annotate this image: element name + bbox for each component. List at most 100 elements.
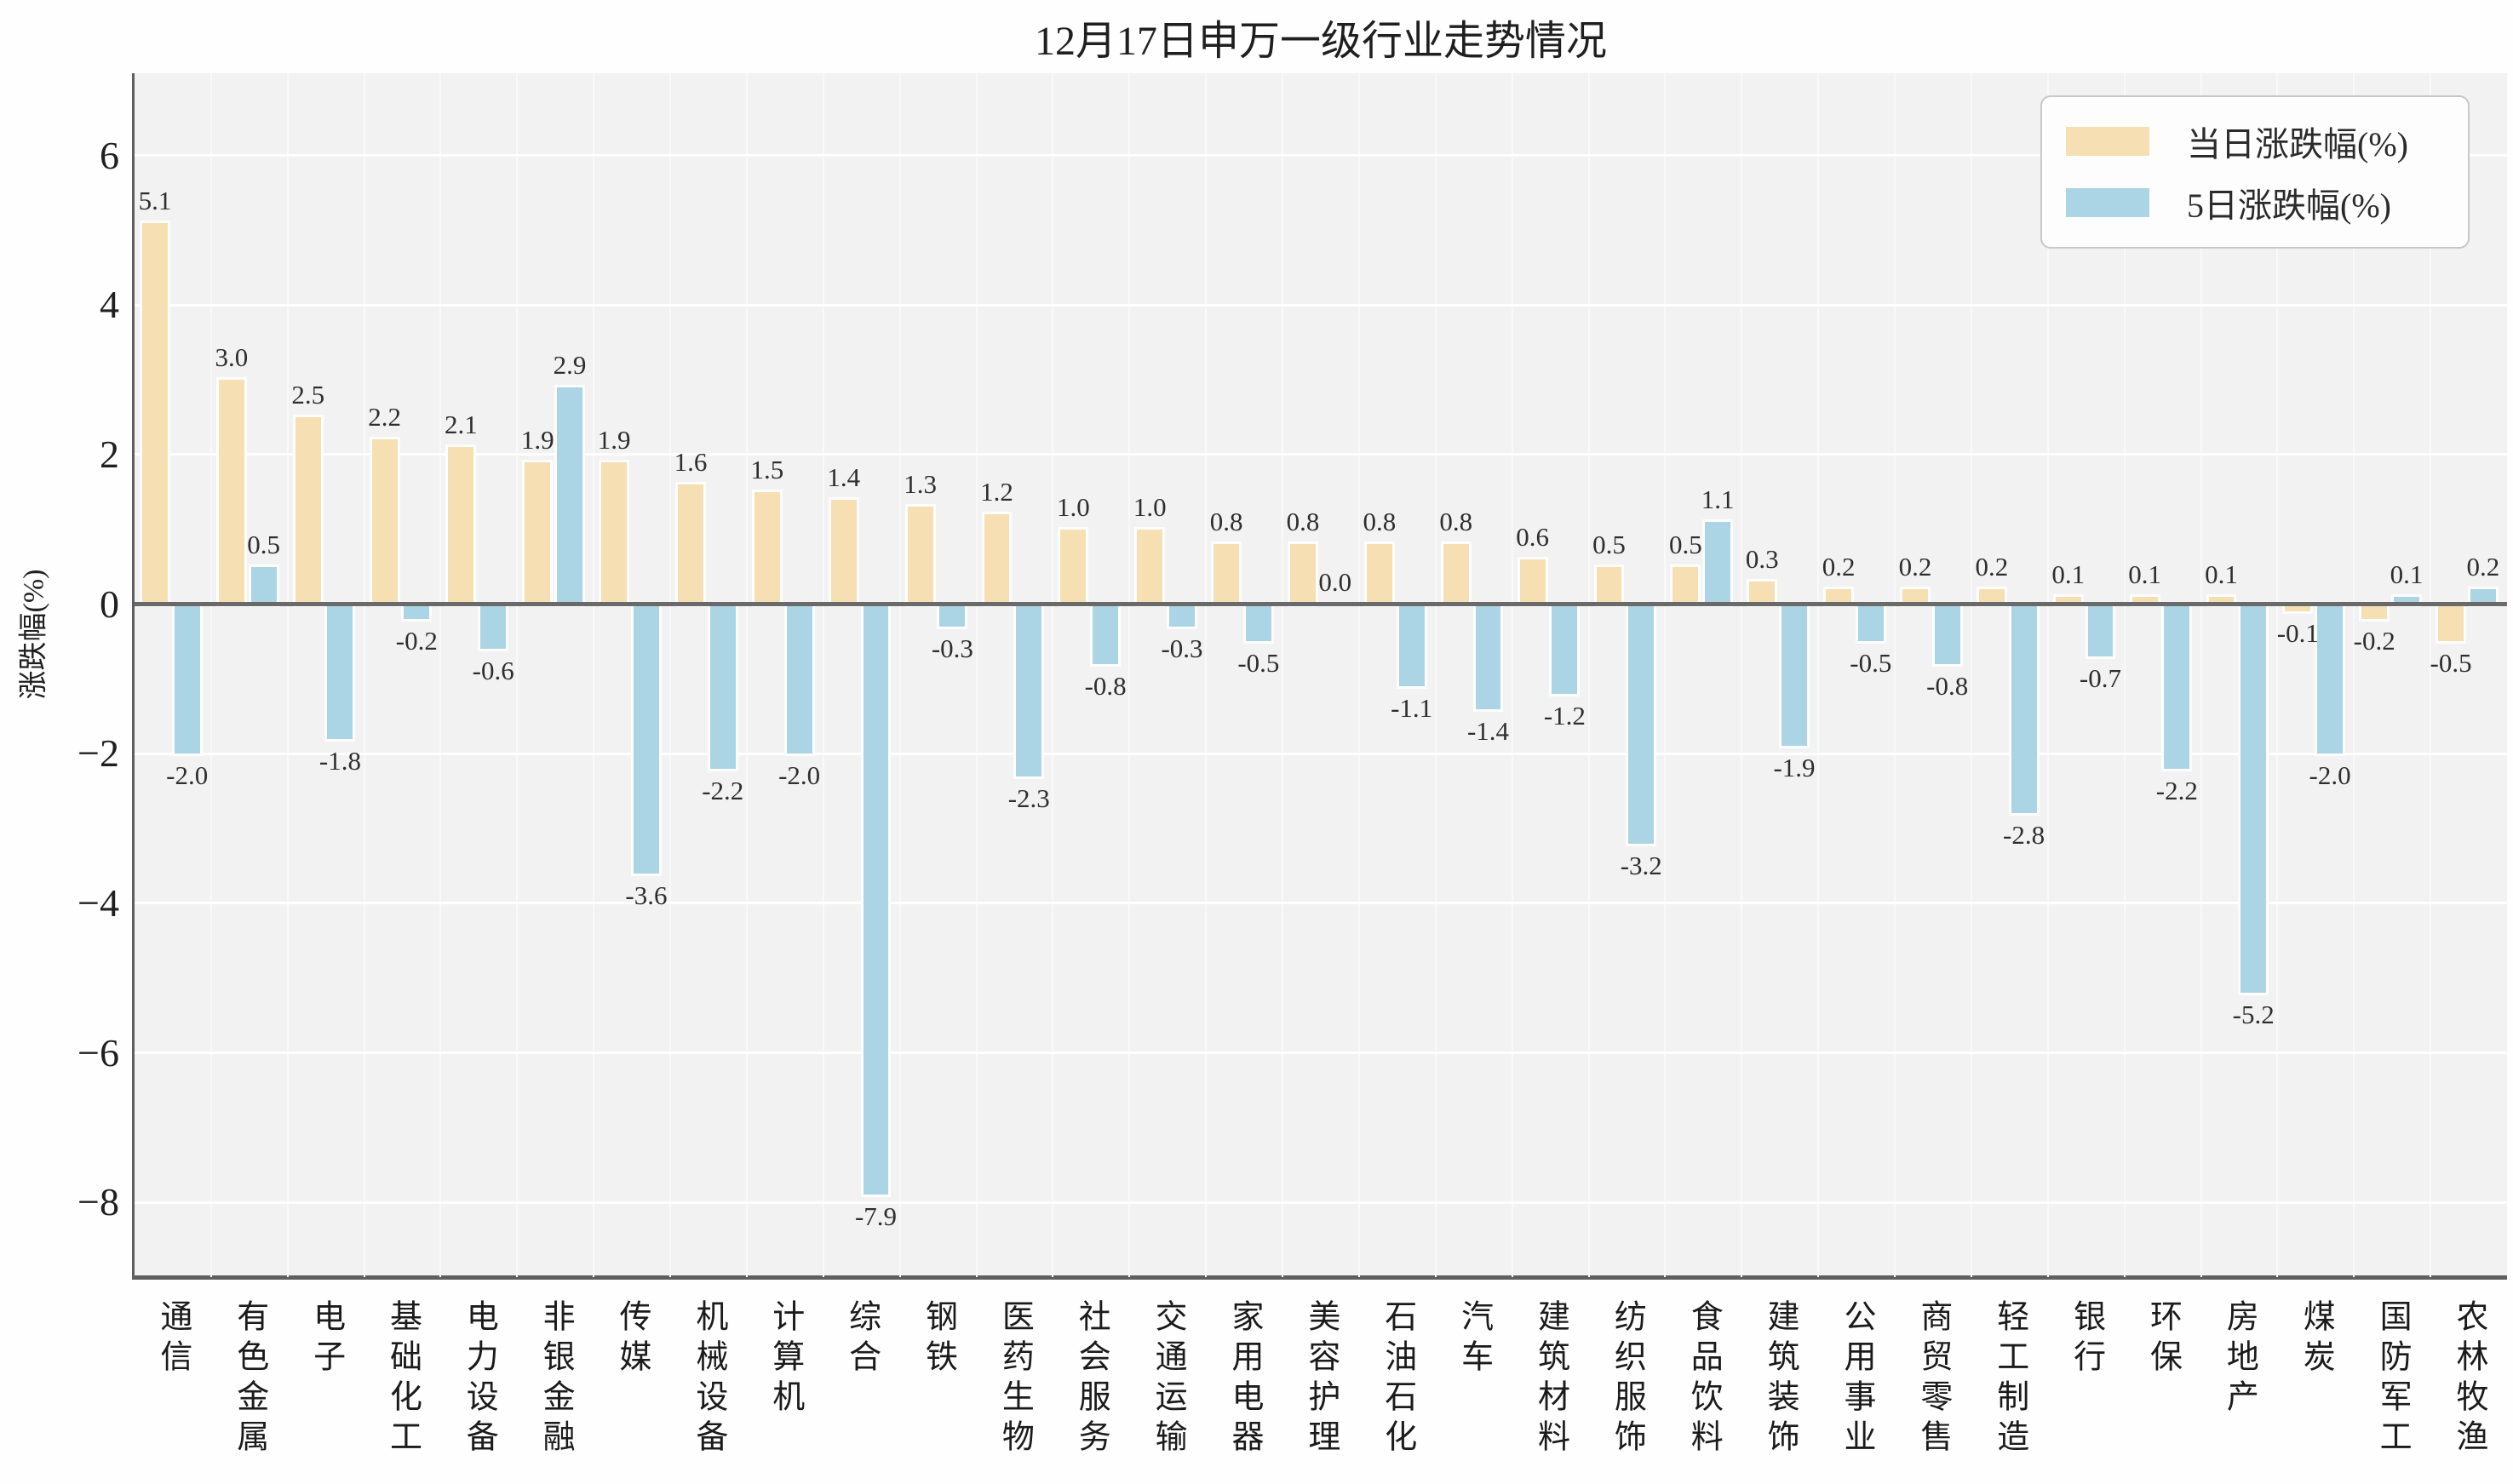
bar-daily-机械设备 [678, 484, 703, 604]
vertical-gridline [1664, 73, 1667, 1277]
bar-5day-银行 [2087, 604, 2114, 657]
bar-5day-社会服务 [1093, 604, 1119, 664]
bar-5day-通信 [174, 604, 200, 754]
horizontal-gridline [135, 752, 2507, 755]
horizontal-gridline [135, 1200, 2507, 1204]
chart-title: 12月17日申万一级行业走势情况 [1034, 19, 1607, 64]
bar-5day-石油石化 [1398, 604, 1425, 687]
bar-value-label: 0.1 [2051, 559, 2086, 589]
bar-value-label: 0.8 [1286, 507, 1320, 537]
vertical-gridline [1970, 73, 1972, 1277]
x-tick-label: 国防军工 [2374, 1299, 2411, 1459]
bar-value-label: 0.1 [2390, 559, 2424, 589]
bar-value-label: 0.6 [1516, 521, 1549, 552]
legend-label-daily: 当日涨跌幅(%) [2187, 124, 2408, 163]
vertical-gridline [1357, 73, 1360, 1277]
bar-5day-非银金融 [557, 387, 582, 604]
vertical-gridline [439, 73, 442, 1277]
legend-label-5day: 5日涨跌幅(%) [2187, 186, 2391, 226]
bar-5day-钢铁 [939, 604, 966, 627]
vertical-gridline [1052, 73, 1054, 1277]
vertical-gridline [1587, 73, 1590, 1277]
vertical-gridline [2046, 73, 2049, 1277]
bar-5day-机械设备 [709, 604, 736, 769]
bar-daily-轻工制造 [1978, 589, 2005, 604]
y-axis-spine [132, 73, 135, 1280]
bar-value-label: 2.9 [553, 349, 587, 380]
bar-5day-纺织服饰 [1628, 604, 1655, 844]
bar-value-label: 0.3 [1745, 544, 1779, 575]
x-tick-label: 石油石化 [1379, 1299, 1415, 1459]
x-tick-label: 通信 [154, 1299, 191, 1379]
vertical-gridline [1205, 73, 1208, 1277]
bar-daily-有色金属 [218, 380, 244, 604]
bar-5day-农林牧渔 [2470, 589, 2496, 604]
vertical-gridline [822, 73, 824, 1277]
bar-daily-社会服务 [1060, 529, 1087, 604]
bar-5day-食品饮料 [1705, 521, 1731, 604]
bar-value-label: -1.9 [1773, 753, 1816, 783]
vertical-gridline [363, 73, 365, 1277]
bar-value-label: 0.5 [1668, 529, 1702, 559]
y-tick-label: 2 [100, 432, 119, 476]
bar-value-label: 0.2 [1898, 552, 1932, 582]
bar-daily-银行 [2055, 596, 2081, 604]
x-tick-label: 电力设备 [461, 1299, 497, 1459]
vertical-gridline [516, 73, 519, 1277]
vertical-gridline [898, 73, 901, 1277]
bar-5day-建筑装饰 [1781, 604, 1807, 747]
bar-daily-商贸零售 [1902, 589, 1928, 604]
bar-value-label: 0.2 [1822, 552, 1856, 582]
vertical-gridline [1434, 73, 1437, 1277]
bar-value-label: 0.1 [2128, 559, 2161, 589]
bar-value-label: 1.0 [1057, 491, 1090, 522]
bar-value-label: -0.7 [2079, 663, 2121, 694]
bar-value-label: -2.0 [778, 760, 821, 791]
bar-daily-计算机 [754, 491, 780, 604]
vertical-gridline [2430, 73, 2432, 1277]
vertical-gridline [745, 73, 748, 1277]
bar-value-label: 0.8 [1209, 507, 1243, 537]
x-tick-label: 环保 [2144, 1299, 2181, 1379]
bar-daily-交通运输 [1137, 529, 1163, 604]
legend-swatch-5day [2066, 188, 2149, 218]
bar-5day-建筑材料 [1552, 604, 1578, 694]
bar-daily-房地产 [2208, 596, 2235, 604]
bar-daily-钢铁 [907, 507, 933, 604]
bar-value-label: 0.5 [247, 529, 280, 559]
y-tick-label: 4 [100, 283, 119, 327]
bar-value-label: -5.2 [2232, 1000, 2275, 1030]
bar-value-label: 0.8 [1439, 507, 1473, 537]
bar-value-label: -0.1 [2276, 618, 2319, 649]
bar-daily-食品饮料 [1672, 566, 1699, 604]
x-tick-label: 传媒 [614, 1299, 651, 1379]
vertical-gridline [1282, 73, 1284, 1277]
x-tick-label: 食品饮料 [1685, 1299, 1722, 1459]
bar-daily-家用电器 [1213, 544, 1240, 604]
bar-value-label: 1.3 [904, 469, 938, 500]
bar-value-label: -0.2 [2353, 626, 2395, 656]
y-tick-label: −6 [77, 1030, 119, 1074]
x-tick-label: 美容护理 [1302, 1299, 1339, 1459]
bar-5day-交通运输 [1169, 604, 1195, 627]
bar-daily-医药生物 [984, 514, 1010, 604]
bar-value-label: 0.5 [1592, 529, 1626, 559]
bar-5day-医药生物 [1016, 604, 1042, 776]
bar-value-label: 1.2 [980, 477, 1013, 507]
bar-5day-公用事业 [1857, 604, 1884, 642]
bar-daily-国防军工 [2361, 604, 2388, 620]
bar-value-label: -2.3 [1007, 782, 1050, 813]
legend: 当日涨跌幅(%) 5日涨跌幅(%) [2040, 95, 2470, 249]
bar-value-label: 1.6 [674, 447, 708, 478]
bar-daily-纺织服饰 [1596, 566, 1622, 604]
x-tick-label: 交通运输 [1150, 1299, 1186, 1459]
y-tick-label: −4 [77, 880, 119, 925]
bar-value-label: -2.2 [2155, 775, 2198, 805]
x-tick-label: 家用电器 [1226, 1299, 1263, 1459]
vertical-gridline [593, 73, 595, 1277]
bar-value-label: 1.1 [1701, 484, 1735, 514]
bar-daily-基础化工 [371, 439, 398, 604]
bar-value-label: 1.0 [1133, 491, 1167, 522]
bar-daily-电力设备 [448, 447, 474, 604]
